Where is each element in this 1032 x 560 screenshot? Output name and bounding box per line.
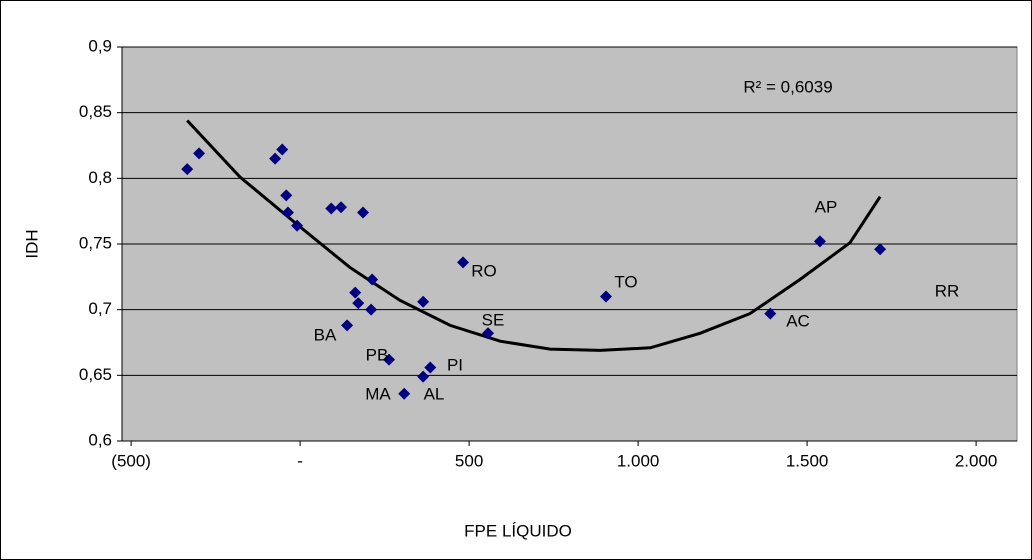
x-tick-label: 2.000 (955, 451, 998, 470)
point-label: AL (424, 384, 445, 403)
data-point (764, 307, 777, 320)
r2-label: R² = 0,6039 (743, 77, 832, 96)
y-tick-label: 0,6 (88, 430, 112, 449)
point-label: MA (365, 384, 391, 403)
data-point (383, 353, 396, 366)
data-point (280, 189, 293, 202)
data-point (291, 219, 304, 232)
point-label: AP (815, 197, 838, 216)
point-label: RR (935, 281, 960, 300)
data-point (341, 319, 354, 332)
y-tick-label: 0,8 (88, 168, 112, 187)
y-tick-label: 0,65 (79, 365, 112, 384)
data-point (349, 286, 362, 299)
data-point (417, 295, 430, 308)
data-point (352, 297, 365, 310)
data-point (457, 256, 470, 269)
x-axis-title: FPE LÍQUIDO (464, 521, 572, 540)
data-point (181, 163, 194, 176)
trend-line (186, 119, 882, 352)
data-point (874, 243, 887, 256)
y-tick-label: 0,85 (79, 102, 112, 121)
y-axis-title: IDH (22, 229, 41, 258)
point-label: AC (786, 311, 810, 330)
data-point (482, 327, 495, 340)
x-tick-label: 1.000 (617, 451, 660, 470)
data-point (356, 206, 369, 219)
y-tick-label: 0,7 (88, 299, 112, 318)
data-point (398, 387, 411, 400)
data-point (325, 202, 338, 215)
x-tick-label: (500) (111, 451, 151, 470)
x-tick-label: - (297, 451, 303, 470)
data-point (365, 303, 378, 316)
data-point (335, 201, 348, 214)
point-label: TO (614, 272, 637, 291)
point-label: SE (482, 310, 505, 329)
data-point (813, 235, 826, 248)
data-point (424, 361, 437, 374)
data-point (417, 370, 430, 383)
y-tick-label: 0,9 (88, 36, 112, 55)
x-tick-label: 500 (455, 451, 483, 470)
data-point (276, 143, 289, 156)
point-label: BA (314, 325, 337, 344)
data-point (193, 147, 206, 160)
x-tick-label: 1.500 (786, 451, 829, 470)
data-point (366, 273, 379, 286)
y-tick-label: 0,75 (79, 233, 112, 252)
point-label: RO (471, 261, 497, 280)
point-label: PB (366, 345, 389, 364)
data-point (269, 152, 282, 165)
data-point (281, 206, 294, 219)
point-label: PI (447, 355, 463, 374)
data-point (600, 290, 613, 303)
